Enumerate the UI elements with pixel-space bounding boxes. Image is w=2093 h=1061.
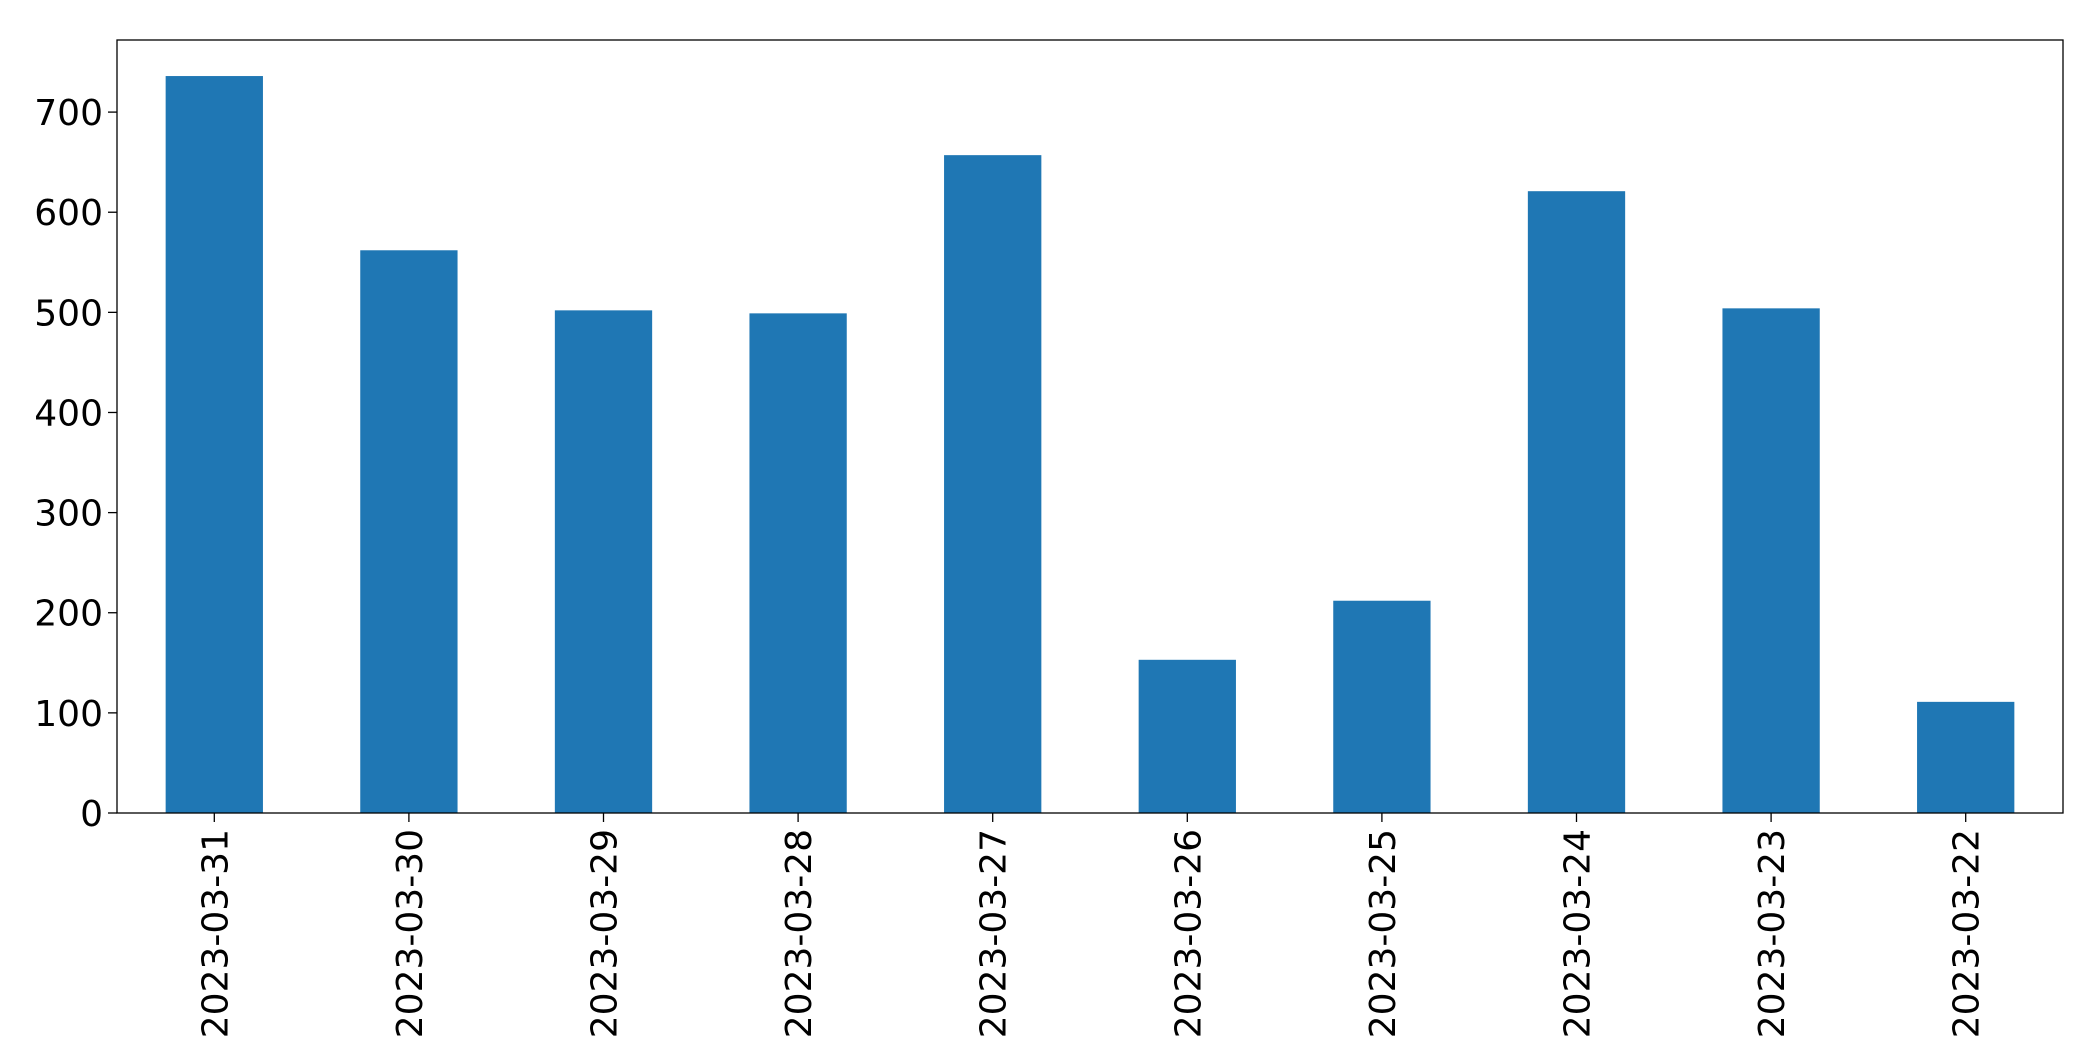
y-tick-label: 600 — [34, 193, 103, 234]
y-tick-label: 300 — [34, 494, 103, 535]
bar — [360, 250, 458, 813]
x-tick-label: 2023-03-23 — [1752, 829, 1793, 1038]
bar — [1138, 659, 1236, 813]
bar — [554, 310, 653, 813]
x-tick-label: 2023-03-27 — [974, 829, 1015, 1038]
x-tick-label: 2023-03-26 — [1168, 829, 1209, 1038]
x-tick-label: 2023-03-30 — [390, 829, 431, 1038]
x-tick-label: 2023-03-29 — [585, 829, 626, 1038]
x-tick-label: 2023-03-28 — [779, 829, 820, 1038]
x-tick-label: 2023-03-24 — [1558, 829, 1599, 1038]
x-tick-label: 2023-03-22 — [1947, 829, 1988, 1038]
x-tick-label: 2023-03-25 — [1363, 829, 1404, 1038]
y-tick-label: 100 — [34, 694, 103, 735]
y-tick-label: 0 — [80, 794, 103, 835]
bar — [1333, 600, 1431, 813]
plot-frame — [116, 39, 2064, 814]
bar — [749, 313, 847, 813]
y-tick-label: 700 — [34, 93, 103, 134]
bar — [1722, 308, 1820, 813]
bar — [944, 155, 1042, 814]
bar — [165, 76, 263, 813]
x-tick-label: 2023-03-31 — [195, 829, 236, 1038]
y-tick-label: 200 — [34, 594, 103, 635]
bar — [1527, 191, 1626, 813]
bar — [1917, 701, 2015, 813]
y-tick-label: 500 — [34, 293, 103, 334]
y-tick-label: 400 — [34, 393, 103, 434]
